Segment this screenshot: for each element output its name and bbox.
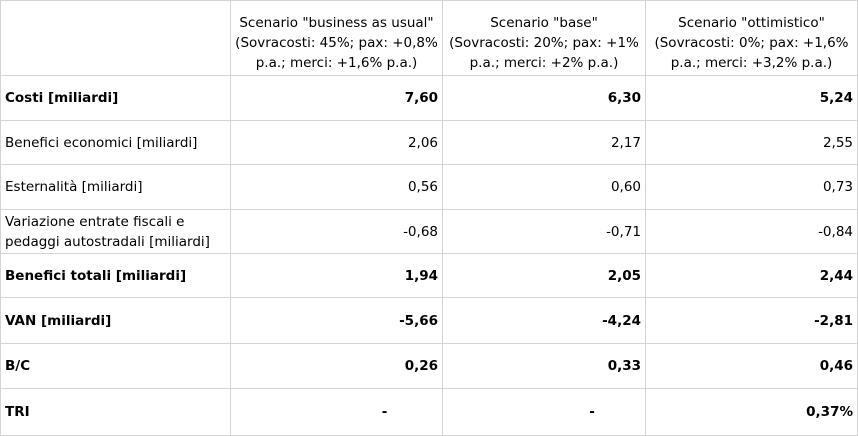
header-line: Scenario "ottimistico" <box>678 15 825 31</box>
cell-value: -2,81 <box>645 297 858 344</box>
table-row-benefici-economici: Benefici economici [miliardi] 2,06 2,17 … <box>0 120 858 165</box>
cell-value: 0,60 <box>442 164 646 210</box>
row-label: Variazione entrate fiscali e pedaggi aut… <box>0 209 231 254</box>
header-scenario-business-as-usual: Scenario "business as usual" (Sovracosti… <box>230 0 443 76</box>
header-line: (Sovracosti: 20%; pax: +1% <box>449 35 639 51</box>
table-row-tri: TRI - - 0,37% <box>0 388 858 436</box>
cell-value: 0,26 <box>230 343 443 389</box>
row-label: Benefici economici [miliardi] <box>0 120 231 165</box>
header-line: p.a.; merci: +2% p.a.) <box>469 55 619 71</box>
table-row-costi: Costi [miliardi] 7,60 6,30 5,24 <box>0 75 858 121</box>
cell-value: 5,24 <box>645 75 858 121</box>
cell-value: 2,05 <box>442 253 646 298</box>
cell-value: 0,56 <box>230 164 443 210</box>
cell-value: 7,60 <box>230 75 443 121</box>
cell-value: 0,73 <box>645 164 858 210</box>
header-line: p.a.; merci: +3,2% p.a.) <box>670 55 833 71</box>
cell-value: 6,30 <box>442 75 646 121</box>
header-line: (Sovracosti: 45%; pax: +0,8% <box>235 35 438 51</box>
cell-value: - <box>442 388 646 436</box>
cell-value: 2,55 <box>645 120 858 165</box>
header-line: Scenario "business as usual" <box>239 15 434 31</box>
cell-value: - <box>230 388 443 436</box>
row-label: Esternalità [miliardi] <box>0 164 231 210</box>
header-line: Scenario "base" <box>490 15 598 31</box>
row-label: TRI <box>0 388 231 436</box>
header-scenario-ottimistico: Scenario "ottimistico" (Sovracosti: 0%; … <box>645 0 858 76</box>
cell-value: -4,24 <box>442 297 646 344</box>
cell-value: -0,68 <box>230 209 443 254</box>
table-row-variazione-entrate: Variazione entrate fiscali e pedaggi aut… <box>0 209 858 254</box>
cell-value: 0,33 <box>442 343 646 389</box>
header-scenario-base: Scenario "base" (Sovracosti: 20%; pax: +… <box>442 0 646 76</box>
cell-value: 1,94 <box>230 253 443 298</box>
row-label: Benefici totali [miliardi] <box>0 253 231 298</box>
cell-value: 0,46 <box>645 343 858 389</box>
header-corner-cell <box>0 0 231 76</box>
table-row-esternalita: Esternalità [miliardi] 0,56 0,60 0,73 <box>0 164 858 210</box>
table-row-van: VAN [miliardi] -5,66 -4,24 -2,81 <box>0 297 858 344</box>
table-row-bc: B/C 0,26 0,33 0,46 <box>0 343 858 389</box>
header-line: (Sovracosti: 0%; pax: +1,6% <box>654 35 849 51</box>
cell-value: 2,17 <box>442 120 646 165</box>
row-label-line: Variazione entrate fiscali e <box>5 213 185 230</box>
cell-value: -5,66 <box>230 297 443 344</box>
header-line: p.a.; merci: +1,6% p.a.) <box>255 55 418 71</box>
row-label-line: pedaggi autostradali [miliardi] <box>5 233 210 250</box>
cell-value: -0,84 <box>645 209 858 254</box>
header-row: Scenario "business as usual" (Sovracosti… <box>0 0 858 76</box>
cell-value: 2,44 <box>645 253 858 298</box>
cell-value: 0,37% <box>645 388 858 436</box>
row-label: Costi [miliardi] <box>0 75 231 121</box>
row-label: B/C <box>0 343 231 389</box>
row-label: VAN [miliardi] <box>0 297 231 344</box>
table-row-benefici-totali: Benefici totali [miliardi] 1,94 2,05 2,4… <box>0 253 858 298</box>
cell-value: -0,71 <box>442 209 646 254</box>
cell-value: 2,06 <box>230 120 443 165</box>
